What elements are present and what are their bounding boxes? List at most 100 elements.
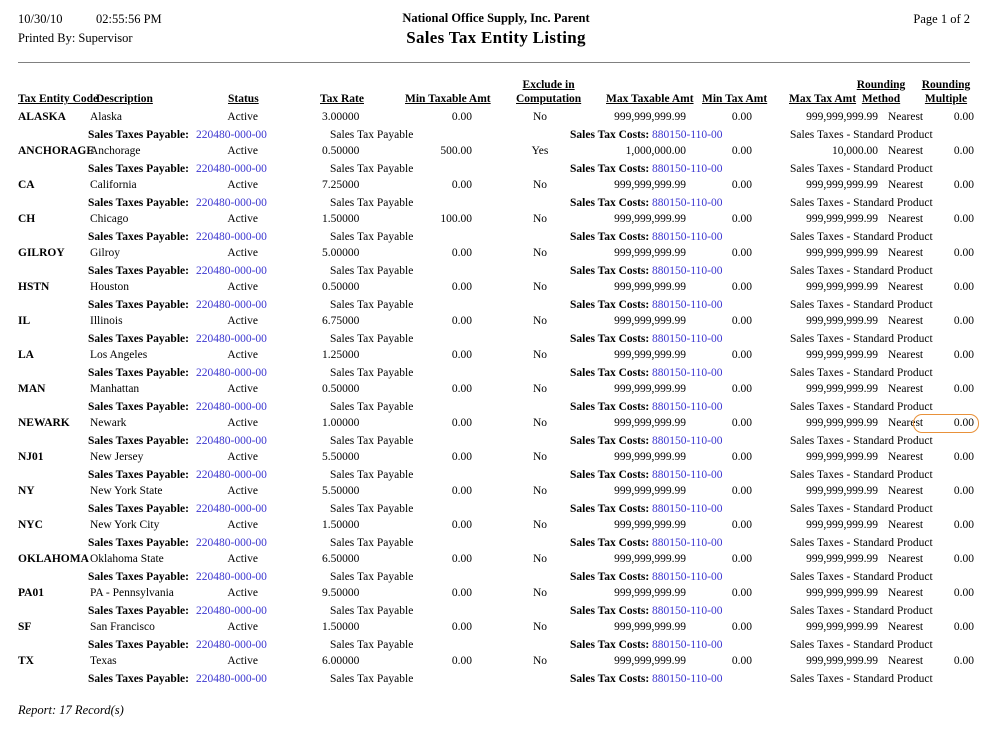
header-divider	[18, 62, 970, 63]
column-header-rounding-method: Rounding Method	[853, 79, 909, 106]
min-tax-amt-value: 0.00	[731, 655, 752, 667]
sales-taxes-payable-account[interactable]: 220480-000-00	[196, 401, 267, 413]
tax-entity-code: PA01	[18, 587, 44, 599]
tax-entity-code: OKLAHOMA	[18, 553, 89, 565]
sales-tax-costs-account[interactable]: 880150-110-00	[652, 537, 723, 549]
status-value: Active	[227, 315, 258, 327]
sales-tax-costs-account-name: Sales Taxes - Standard Product	[790, 401, 933, 413]
sales-tax-costs-account[interactable]: 880150-110-00	[652, 571, 723, 583]
max-tax-amt-value: 999,999,999.99	[806, 281, 878, 293]
max-tax-amt-value: 999,999,999.99	[806, 621, 878, 633]
sales-taxes-payable-account[interactable]: 220480-000-00	[196, 265, 267, 277]
tax-entity-code: NY	[18, 485, 35, 497]
sales-tax-costs-label: Sales Tax Costs:	[570, 571, 650, 583]
sales-taxes-payable-label: Sales Taxes Payable:	[88, 333, 189, 345]
table-row: MAN Manhattan Active 0.50000 0.00 No 999,999,9…	[0, 380, 992, 414]
tax-entity-code: MAN	[18, 383, 46, 395]
sales-tax-costs-account[interactable]: 880150-110-00	[652, 333, 723, 345]
entity-description: Newark	[90, 417, 127, 429]
tax-entity-code: LA	[18, 349, 34, 361]
sales-taxes-payable-account[interactable]: 220480-000-00	[196, 469, 267, 481]
rounding-multiple-value: 0.00	[953, 213, 974, 225]
table-row: PA01 PA - Pennsylvania Active 9.50000 0.00 No…	[0, 584, 992, 618]
min-tax-amt-value: 0.00	[731, 621, 752, 633]
exclude-in-computation-value: No	[532, 587, 548, 599]
sales-tax-costs-account[interactable]: 880150-110-00	[652, 401, 723, 413]
sales-taxes-payable-account[interactable]: 220480-000-00	[196, 163, 267, 175]
status-value: Active	[227, 145, 258, 157]
sales-tax-costs-account[interactable]: 880150-110-00	[652, 367, 723, 379]
max-tax-amt-value: 999,999,999.99	[806, 349, 878, 361]
entity-description: Los Angeles	[90, 349, 148, 361]
min-taxable-amt-value: 0.00	[451, 383, 472, 395]
rounding-method-value: Nearest	[888, 179, 924, 191]
sales-tax-costs-account[interactable]: 880150-110-00	[652, 435, 723, 447]
sales-tax-costs-account[interactable]: 880150-110-00	[652, 673, 723, 685]
sales-taxes-payable-account[interactable]: 220480-000-00	[196, 231, 267, 243]
rounding-multiple-value: 0.00	[953, 179, 974, 191]
print-date: 10/30/10	[18, 12, 63, 26]
sales-tax-costs-account[interactable]: 880150-110-00	[652, 231, 723, 243]
sales-tax-costs-label: Sales Tax Costs:	[570, 231, 650, 243]
rounding-method-value: Nearest	[888, 485, 924, 497]
min-tax-amt-value: 0.00	[731, 451, 752, 463]
min-taxable-amt-value: 0.00	[451, 587, 472, 599]
sales-taxes-payable-account[interactable]: 220480-000-00	[196, 129, 267, 141]
sales-taxes-payable-account[interactable]: 220480-000-00	[196, 299, 267, 311]
sales-tax-costs-account[interactable]: 880150-110-00	[652, 129, 723, 141]
sales-tax-costs-account[interactable]: 880150-110-00	[652, 605, 723, 617]
page-number: Page 1 of 2	[913, 12, 970, 26]
sales-tax-costs-account[interactable]: 880150-110-00	[652, 299, 723, 311]
exclude-in-computation-value: No	[532, 247, 548, 259]
min-tax-amt-value: 0.00	[731, 179, 752, 191]
tax-rate-value: 1.25000	[322, 349, 360, 361]
sales-taxes-payable-label: Sales Taxes Payable:	[88, 231, 189, 243]
sales-tax-costs-account[interactable]: 880150-110-00	[652, 503, 723, 515]
rounding-multiple-value: 0.00	[953, 383, 974, 395]
min-tax-amt-value: 0.00	[731, 587, 752, 599]
tax-entity-code: ALASKA	[18, 111, 66, 123]
min-tax-amt-value: 0.00	[731, 485, 752, 497]
sales-tax-costs-account[interactable]: 880150-110-00	[652, 469, 723, 481]
sales-taxes-payable-label: Sales Taxes Payable:	[88, 571, 189, 583]
column-header-min-taxable-amt: Min Taxable Amt	[405, 93, 491, 105]
rounding-multiple-value: 0.00	[953, 417, 974, 429]
sales-taxes-payable-label: Sales Taxes Payable:	[88, 639, 189, 651]
status-value: Active	[227, 655, 258, 667]
tax-rate-value: 5.50000	[322, 485, 360, 497]
sales-tax-costs-account[interactable]: 880150-110-00	[652, 265, 723, 277]
entity-description: California	[90, 179, 137, 191]
sales-taxes-payable-account[interactable]: 220480-000-00	[196, 537, 267, 549]
sales-taxes-payable-account[interactable]: 220480-000-00	[196, 197, 267, 209]
sales-taxes-payable-account[interactable]: 220480-000-00	[196, 333, 267, 345]
rounding-method-value: Nearest	[888, 247, 924, 259]
min-taxable-amt-value: 0.00	[451, 247, 472, 259]
sales-taxes-payable-account[interactable]: 220480-000-00	[196, 673, 267, 685]
exclude-in-computation-value: No	[532, 315, 548, 327]
sales-tax-costs-account[interactable]: 880150-110-00	[652, 197, 723, 209]
max-tax-amt-value: 10,000.00	[832, 145, 878, 157]
exclude-in-computation-value: No	[532, 383, 548, 395]
tax-entity-code: TX	[18, 655, 34, 667]
rounding-method-value: Nearest	[888, 383, 924, 395]
entity-description: Illinois	[90, 315, 123, 327]
sales-taxes-payable-account-name: Sales Tax Payable	[330, 435, 414, 447]
sales-tax-costs-account[interactable]: 880150-110-00	[652, 639, 723, 651]
column-header-rounding-multiple: Rounding Multiple	[918, 79, 974, 106]
sales-tax-costs-account-name: Sales Taxes - Standard Product	[790, 571, 933, 583]
sales-taxes-payable-account[interactable]: 220480-000-00	[196, 605, 267, 617]
max-taxable-amt-value: 999,999,999.99	[614, 281, 686, 293]
tax-rate-value: 1.50000	[322, 519, 360, 531]
sales-tax-costs-label: Sales Tax Costs:	[570, 197, 650, 209]
sales-taxes-payable-account[interactable]: 220480-000-00	[196, 435, 267, 447]
exclude-in-computation-value: No	[532, 519, 548, 531]
sales-tax-costs-account[interactable]: 880150-110-00	[652, 163, 723, 175]
sales-taxes-payable-account[interactable]: 220480-000-00	[196, 503, 267, 515]
tax-entity-code: HSTN	[18, 281, 50, 293]
sales-taxes-payable-account[interactable]: 220480-000-00	[196, 639, 267, 651]
status-value: Active	[227, 383, 258, 395]
sales-taxes-payable-account[interactable]: 220480-000-00	[196, 571, 267, 583]
record-count-footer: Report: 17 Record(s)	[18, 703, 124, 717]
sales-taxes-payable-label: Sales Taxes Payable:	[88, 367, 189, 379]
sales-taxes-payable-account[interactable]: 220480-000-00	[196, 367, 267, 379]
